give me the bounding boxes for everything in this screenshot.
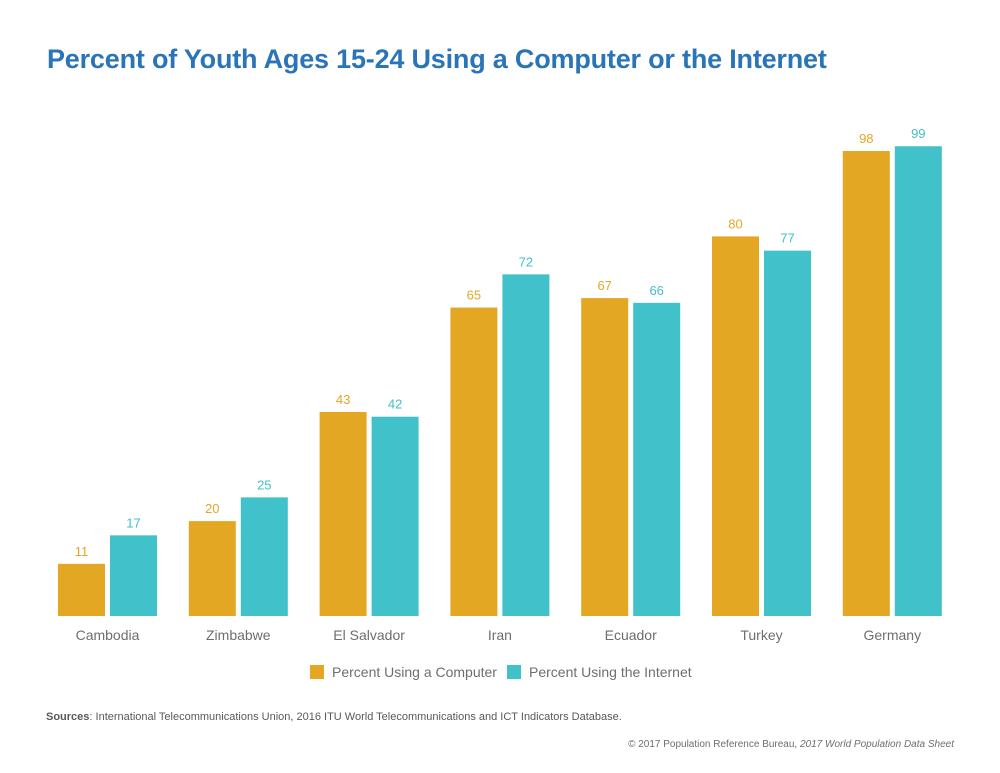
- chart-title: Percent of Youth Ages 15-24 Using a Comp…: [47, 44, 827, 74]
- data-label-internet-germany: 99: [911, 126, 925, 141]
- bar-computer-zimbabwe: [188, 521, 236, 616]
- copyright-text: © 2017 Population Reference Bureau,: [628, 739, 800, 750]
- bar-internet-el-salvador: [371, 416, 419, 616]
- bar-computer-iran: [450, 307, 498, 616]
- data-label-internet-iran: 72: [519, 254, 533, 269]
- x-tick-label: El Salvador: [333, 627, 405, 643]
- legend-item-internet: Percent Using the Internet: [507, 664, 692, 680]
- x-tick-label: Zimbabwe: [206, 627, 271, 643]
- legend-swatch-computer: [310, 665, 324, 679]
- x-tick-label: Ecuador: [605, 627, 657, 643]
- legend-label-internet: Percent Using the Internet: [529, 664, 692, 680]
- bar-internet-iran: [502, 274, 550, 616]
- data-label-computer-iran: 65: [467, 288, 481, 303]
- data-label-computer-zimbabwe: 20: [205, 501, 219, 516]
- bar-internet-germany: [894, 146, 942, 616]
- data-label-internet-cambodia: 17: [126, 515, 140, 530]
- data-label-computer-germany: 98: [859, 131, 873, 146]
- bar-computer-turkey: [712, 236, 759, 616]
- sources-text: : International Telecommunications Union…: [89, 711, 622, 723]
- bar-internet-turkey: [764, 250, 811, 616]
- legend-label-computer: Percent Using a Computer: [332, 664, 497, 680]
- sources-label: Sources: [46, 711, 90, 723]
- legend-swatch-internet: [507, 665, 521, 679]
- data-label-computer-turkey: 80: [728, 216, 742, 231]
- bar-computer-germany: [842, 150, 890, 617]
- data-label-internet-ecuador: 66: [649, 283, 663, 298]
- x-tick-label: Turkey: [740, 627, 782, 643]
- x-tick-label: Germany: [864, 627, 922, 643]
- legend-item-computer: Percent Using a Computer: [310, 664, 497, 680]
- legend: Percent Using a Computer Percent Using t…: [0, 664, 1000, 684]
- x-tick-label: Cambodia: [76, 627, 140, 643]
- data-label-computer-cambodia: 11: [75, 544, 89, 559]
- data-label-internet-turkey: 77: [780, 231, 794, 246]
- x-tick-label: Iran: [488, 627, 512, 643]
- bar-internet-ecuador: [633, 302, 681, 616]
- bar-computer-el-salvador: [319, 411, 367, 616]
- data-label-internet-zimbabwe: 25: [257, 477, 271, 492]
- bar-computer-cambodia: [58, 563, 105, 616]
- data-label-internet-el-salvador: 42: [388, 397, 402, 412]
- bar-computer-ecuador: [581, 298, 629, 616]
- bar-internet-zimbabwe: [240, 497, 288, 616]
- copyright-publication: 2017 World Population Data Sheet: [800, 739, 954, 750]
- copyright-note: © 2017 Population Reference Bureau, 2017…: [628, 739, 954, 750]
- data-label-computer-el-salvador: 43: [336, 392, 350, 407]
- bar-chart: 11 17 Cambodia 20 25 Zimbabwe 43 42 El Salvador 6…: [58, 126, 942, 643]
- sources-note: Sources: International Telecommunication…: [46, 711, 622, 723]
- bar-internet-cambodia: [110, 535, 157, 616]
- data-label-computer-ecuador: 67: [597, 278, 611, 293]
